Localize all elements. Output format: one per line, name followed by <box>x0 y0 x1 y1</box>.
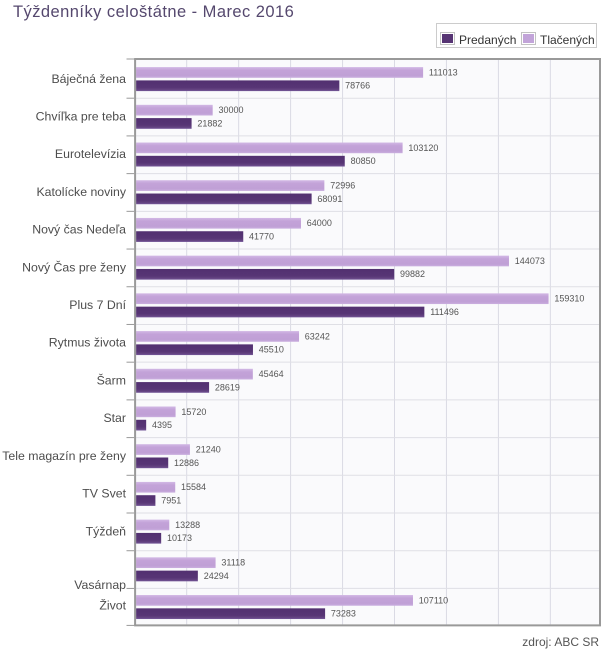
svg-text:21240: 21240 <box>196 445 221 455</box>
svg-text:144073: 144073 <box>515 256 545 266</box>
svg-text:15720: 15720 <box>181 407 206 417</box>
svg-text:99882: 99882 <box>400 269 425 279</box>
svg-text:Rytmus života: Rytmus života <box>49 336 126 350</box>
svg-text:Predaných: Predaných <box>459 33 516 47</box>
svg-text:45464: 45464 <box>259 369 284 379</box>
svg-text:Star: Star <box>103 411 126 425</box>
svg-text:13288: 13288 <box>175 520 200 530</box>
svg-text:31118: 31118 <box>221 558 245 568</box>
svg-text:Život: Život <box>99 597 126 612</box>
svg-text:107110: 107110 <box>419 595 448 605</box>
svg-text:Eurotelevízia: Eurotelevízia <box>55 147 126 161</box>
svg-text:64000: 64000 <box>307 218 332 228</box>
svg-text:Šarm: Šarm <box>97 372 126 387</box>
svg-text:28619: 28619 <box>215 382 240 392</box>
svg-text:Báječná žena: Báječná žena <box>51 72 126 86</box>
svg-text:10173: 10173 <box>167 533 192 543</box>
svg-text:72996: 72996 <box>330 181 355 191</box>
svg-text:111013: 111013 <box>429 67 458 77</box>
svg-text:12886: 12886 <box>174 458 199 468</box>
svg-text:21882: 21882 <box>197 118 222 128</box>
svg-text:Týždenníky celoštátne - Marec: Týždenníky celoštátne - Marec 2016 <box>13 3 294 21</box>
svg-text:Vasárnap: Vasárnap <box>74 578 126 592</box>
svg-text:Plus 7 Dní: Plus 7 Dní <box>69 298 126 312</box>
svg-text:45510: 45510 <box>259 345 284 355</box>
svg-text:TV Svet: TV Svet <box>82 487 126 501</box>
svg-text:68091: 68091 <box>317 194 342 204</box>
svg-text:73283: 73283 <box>331 609 356 619</box>
svg-text:Chvíľka pre teba: Chvíľka pre teba <box>36 110 127 124</box>
svg-text:30000: 30000 <box>219 105 244 115</box>
svg-text:Nový Čas pre ženy: Nový Čas pre ženy <box>22 259 127 274</box>
svg-text:Katolícke noviny: Katolícke noviny <box>36 185 126 199</box>
svg-text:zdroj: ABC SR: zdroj: ABC SR <box>522 635 599 649</box>
svg-text:Tele magazín pre ženy: Tele magazín pre ženy <box>2 449 127 463</box>
svg-text:80850: 80850 <box>351 156 376 166</box>
svg-text:63242: 63242 <box>305 331 330 341</box>
svg-text:111496: 111496 <box>430 307 459 317</box>
svg-text:7951: 7951 <box>161 496 181 506</box>
svg-text:159310: 159310 <box>554 294 584 304</box>
svg-text:Tlačených: Tlačených <box>540 33 595 47</box>
svg-text:24294: 24294 <box>204 571 229 581</box>
svg-text:78766: 78766 <box>345 81 370 91</box>
svg-text:103120: 103120 <box>408 143 438 153</box>
svg-text:Nový čas Nedeľa: Nový čas Nedeľa <box>32 223 126 237</box>
svg-text:Týždeň: Týždeň <box>86 524 126 538</box>
svg-text:41770: 41770 <box>249 232 274 242</box>
svg-text:4395: 4395 <box>152 420 172 430</box>
svg-text:15584: 15584 <box>181 482 206 492</box>
